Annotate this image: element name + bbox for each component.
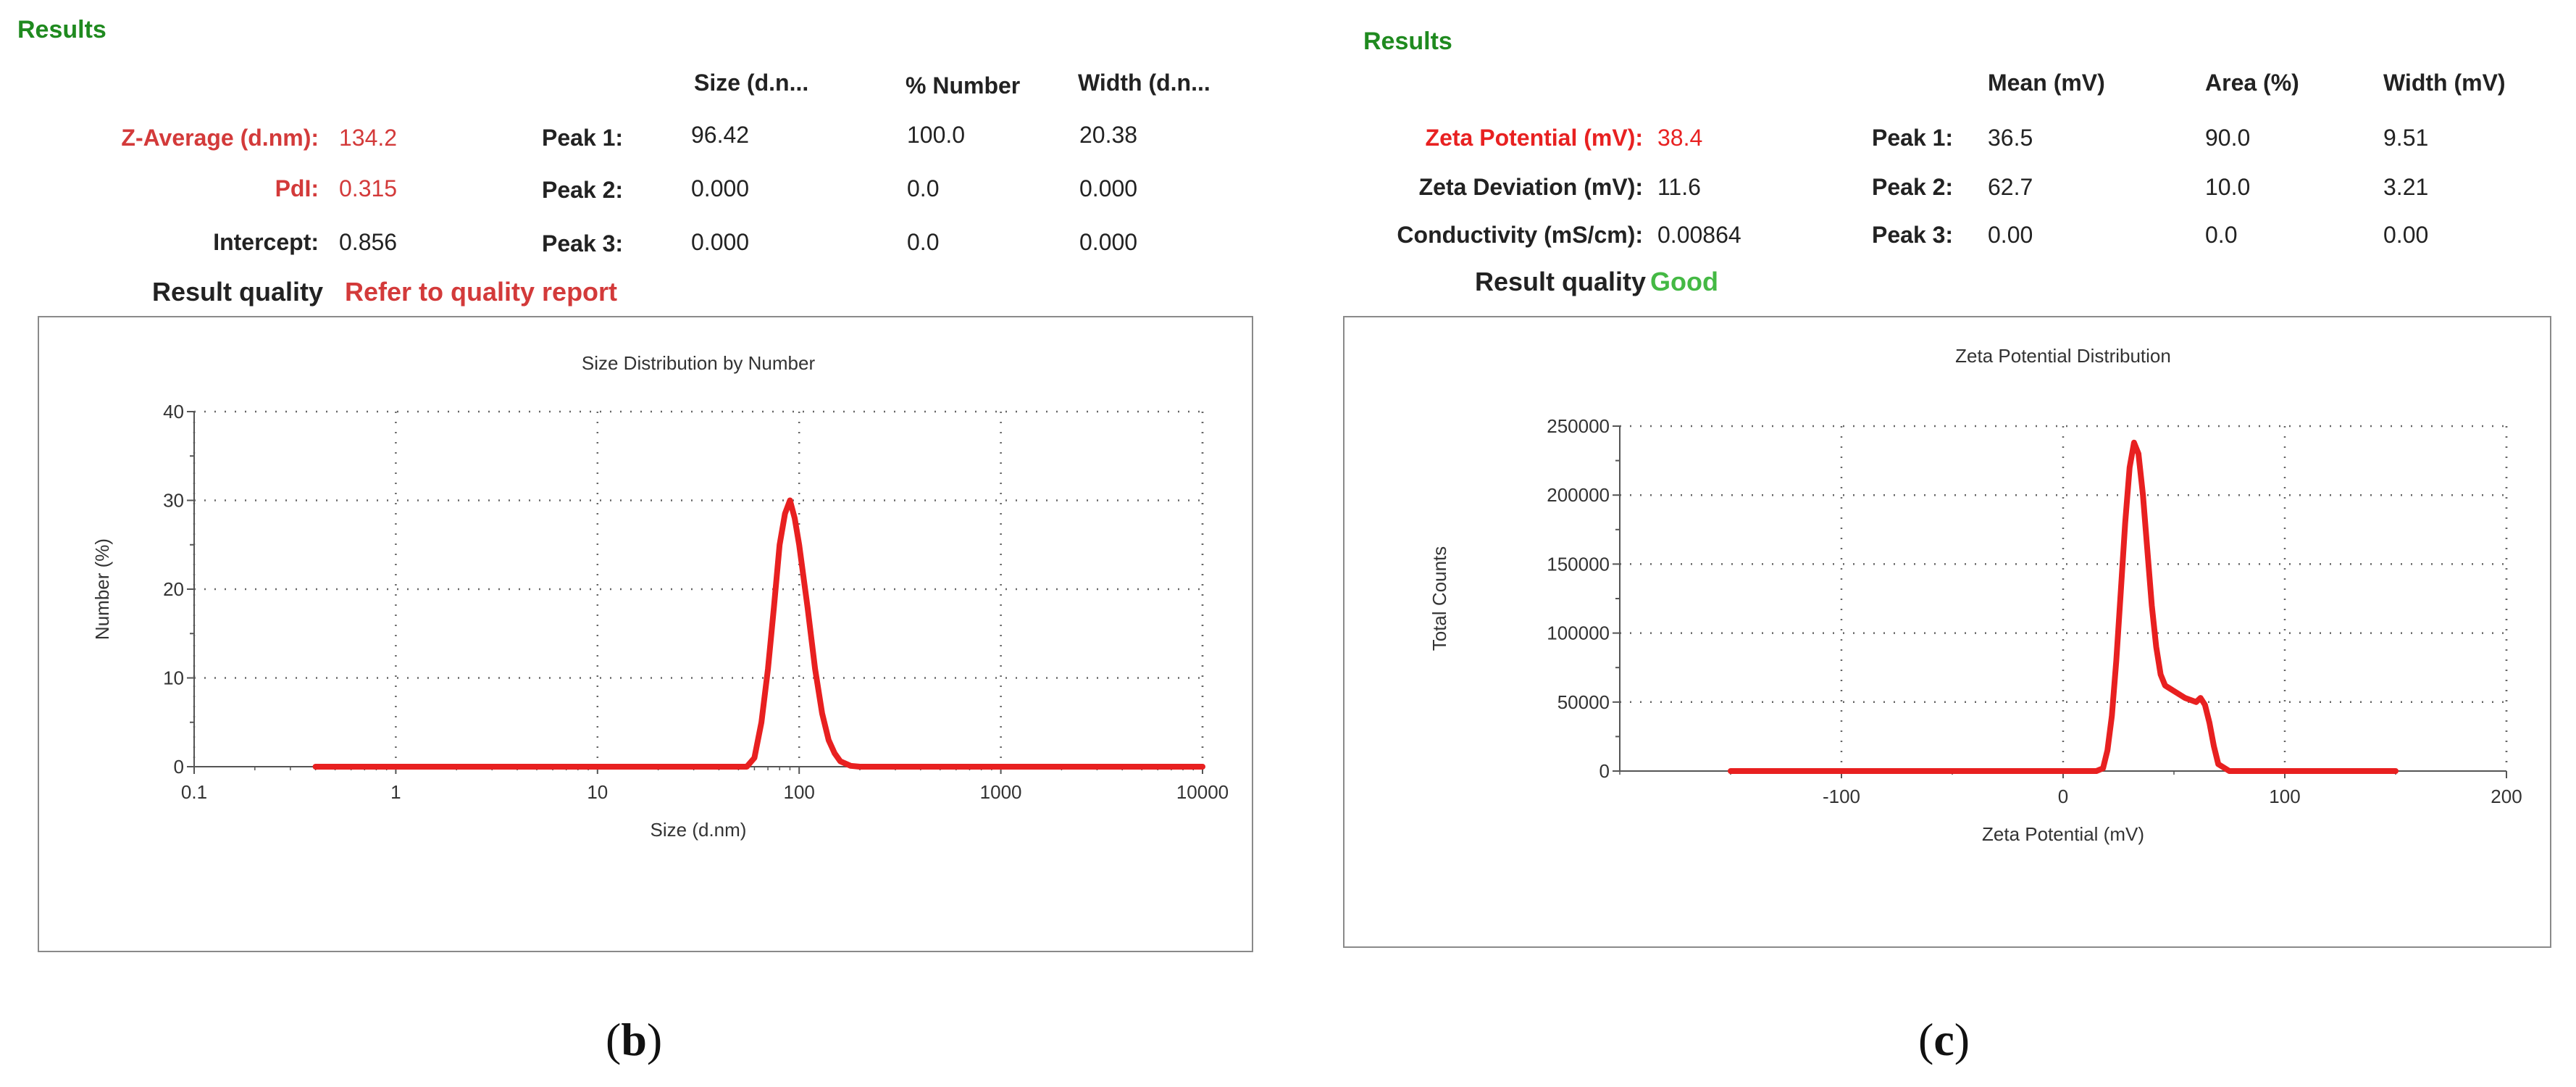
y-tick-label: 0 xyxy=(174,756,184,778)
result-quality-value: Good xyxy=(1650,267,1718,296)
peak-1-size: 96.42 xyxy=(691,122,750,148)
peak-1-mean: 36.5 xyxy=(1988,125,2033,151)
peak-1-width: 20.38 xyxy=(1079,122,1138,148)
series-line xyxy=(312,497,1205,770)
x-tick-label: 0.1 xyxy=(181,781,207,803)
caption-b-letter: b xyxy=(621,1014,647,1065)
peak-3-label: Peak 3: xyxy=(1872,222,1954,248)
results-title: Results xyxy=(17,16,106,43)
x-tick-label: 0 xyxy=(2058,786,2068,807)
intercept-value: 0.856 xyxy=(339,229,398,255)
peak-3-area: 0.0 xyxy=(2205,222,2238,248)
y-axis-label: Number (%) xyxy=(91,538,113,640)
peak-2-width: 0.000 xyxy=(1079,175,1138,201)
peak-1-label: Peak 1: xyxy=(542,125,624,151)
zeta-deviation-label: Zeta Deviation (mV): xyxy=(1418,174,1643,200)
y-tick-label: 10 xyxy=(163,667,184,689)
pdi-value: 0.315 xyxy=(339,175,398,201)
peak-1-width: 9.51 xyxy=(2383,125,2429,151)
x-tick-label: 1000 xyxy=(980,781,1022,803)
caption-b: (b) xyxy=(606,1013,662,1067)
caption-b-close: ) xyxy=(646,1014,663,1065)
peak-2-mean: 62.7 xyxy=(1988,174,2033,200)
x-tick-label: 200 xyxy=(2491,786,2522,807)
x-tick-label: 10000 xyxy=(1176,781,1229,803)
x-tick-label: 1 xyxy=(390,781,401,803)
z-average-label: Z-Average (d.nm): xyxy=(121,125,319,151)
peak-3-mean: 0.00 xyxy=(1988,222,2033,248)
caption-b-open: ( xyxy=(606,1014,622,1065)
y-tick-label: 50000 xyxy=(1557,691,1610,713)
z-average-value: 134.2 xyxy=(339,125,398,151)
result-quality-label: Result quality xyxy=(151,277,323,307)
y-tick-label: 150000 xyxy=(1547,553,1610,575)
header-width: Width (d.n... xyxy=(1078,70,1210,96)
peak-2-size: 0.000 xyxy=(691,175,750,201)
header-pct-number: % Number xyxy=(906,72,1021,99)
caption-c-open: ( xyxy=(1918,1014,1934,1065)
header-mean: Mean (mV) xyxy=(1988,70,2105,96)
size-distribution-svg: Size Distribution by Number 0 10 20 30 40 0.1 1… xyxy=(91,352,1229,841)
result-quality-label: Result quality xyxy=(1474,267,1646,296)
y-tick-label: 200000 xyxy=(1547,484,1610,506)
conductivity-value: 0.00864 xyxy=(1657,222,1741,248)
chart-title: Size Distribution by Number xyxy=(582,352,816,374)
x-axis-label: Zeta Potential (mV) xyxy=(1982,823,2144,845)
y-tick-label: 40 xyxy=(163,401,184,422)
caption-c-letter: c xyxy=(1933,1014,1954,1065)
result-quality-value: Refer to quality report xyxy=(345,277,618,307)
zeta-deviation-value: 11.6 xyxy=(1657,174,1701,200)
conductivity-label: Conductivity (mS/cm): xyxy=(1397,222,1643,248)
caption-c: (c) xyxy=(1918,1013,1970,1067)
x-tick-label: -100 xyxy=(1823,786,1860,807)
header-area: Area (%) xyxy=(2205,70,2299,96)
peak-3-width: 0.000 xyxy=(1079,229,1138,255)
panel-c: Results Mean (mV) Area (%) Width (mV) Ze… xyxy=(1288,0,2576,1087)
series-line xyxy=(1728,439,2399,774)
chart-title: Zeta Potential Distribution xyxy=(1955,345,2171,367)
peak-3-label: Peak 3: xyxy=(542,230,624,257)
intercept-label: Intercept: xyxy=(213,229,319,255)
zeta-potential-value: 38.4 xyxy=(1657,125,1703,151)
peak-1-label: Peak 1: xyxy=(1872,125,1954,151)
results-title: Results xyxy=(1363,28,1452,55)
peak-2-pct: 0.0 xyxy=(907,175,940,201)
y-tick-label: 250000 xyxy=(1547,415,1610,437)
peak-1-pct: 100.0 xyxy=(907,122,966,148)
x-tick-label: 100 xyxy=(2269,786,2300,807)
peak-1-area: 90.0 xyxy=(2205,125,2251,151)
y-axis-label: Total Counts xyxy=(1429,546,1450,651)
pdi-label: PdI: xyxy=(275,175,319,201)
x-tick-label: 100 xyxy=(784,781,815,803)
zeta-potential-svg: Zeta Potential Distribution 0 50000 100000 1… xyxy=(1429,345,2522,845)
header-width: Width (mV) xyxy=(2383,70,2506,96)
y-tick-label: 100000 xyxy=(1547,622,1610,644)
x-axis-label: Size (d.nm) xyxy=(651,819,747,841)
y-tick-label: 20 xyxy=(163,578,184,600)
peak-3-size: 0.000 xyxy=(691,229,750,255)
y-tick-label: 0 xyxy=(1599,760,1610,782)
panel-b: Results Size (d.n... % Number Width (d.n… xyxy=(17,16,1253,1067)
header-size: Size (d.n... xyxy=(694,70,809,96)
x-tick-label: 10 xyxy=(587,781,608,803)
peak-2-width: 3.21 xyxy=(2383,174,2429,200)
peak-3-width: 0.00 xyxy=(2383,222,2429,248)
peak-2-label: Peak 2: xyxy=(1872,174,1954,200)
peak-2-area: 10.0 xyxy=(2205,174,2251,200)
y-tick-label: 30 xyxy=(163,490,184,512)
peak-3-pct: 0.0 xyxy=(907,229,940,255)
size-distribution-chart: Size Distribution by Number 0 10 20 30 40 0.1 1… xyxy=(38,316,1253,952)
zeta-potential-chart: Zeta Potential Distribution 0 50000 100000 1… xyxy=(1343,316,2551,948)
peak-2-label: Peak 2: xyxy=(542,177,624,203)
caption-c-close: ) xyxy=(1954,1014,1970,1065)
zeta-potential-label: Zeta Potential (mV): xyxy=(1425,125,1643,151)
